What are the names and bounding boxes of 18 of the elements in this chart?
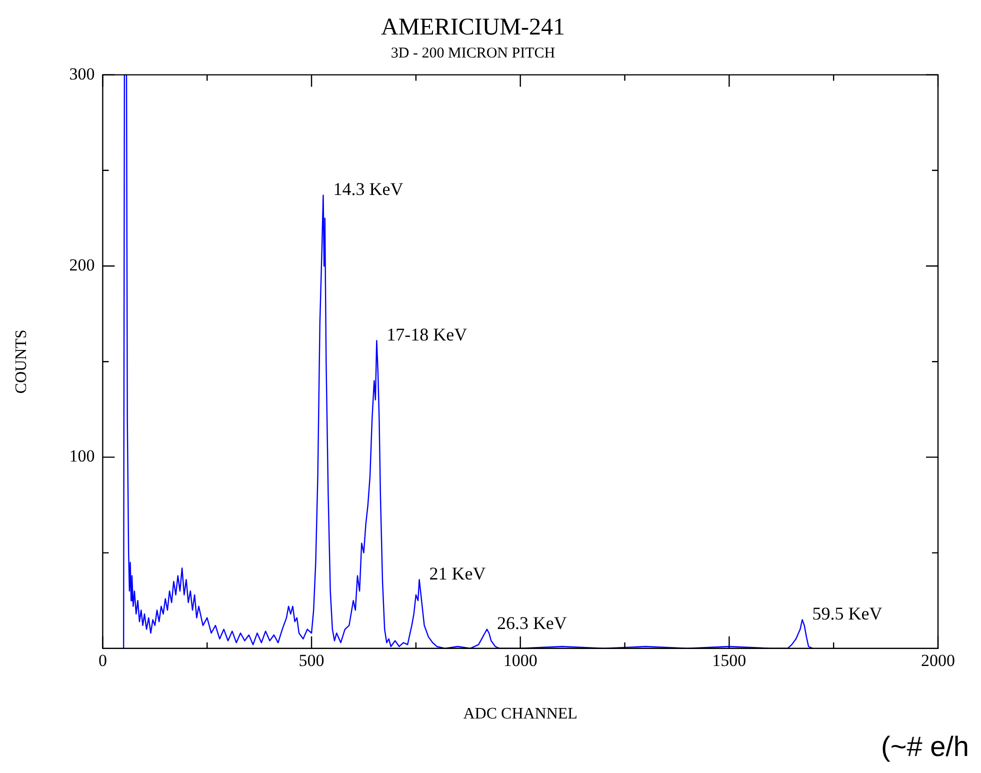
y-tick-label: 300	[69, 64, 95, 84]
chart-title: AMERICIUM-241	[381, 14, 565, 41]
annotation: 26.3 KeV	[496, 613, 567, 634]
annotation: 17-18 KeV	[386, 324, 468, 344]
annotation: 59.5 KeV	[812, 603, 882, 624]
annotation: 21 KeV	[429, 563, 486, 584]
x-tick-label: 1500	[712, 651, 746, 670]
annotation: 14.3 KeV	[333, 178, 404, 199]
y-axis-title: COUNTS	[12, 330, 30, 394]
y-tick-label: 200	[69, 255, 95, 274]
text: (~# e/h	[881, 731, 969, 763]
chart-subtitle: 3D - 200 MICRON PITCH	[390, 46, 556, 62]
y-tick-label: 100	[69, 446, 95, 466]
x-axis-title: ADC CHANNEL	[463, 706, 578, 723]
x-tick-label: 1000	[503, 651, 538, 670]
x-tick-label: 2000	[921, 651, 955, 670]
x-tick-label: 0	[98, 651, 107, 670]
x-tick-label: 500	[298, 651, 324, 670]
